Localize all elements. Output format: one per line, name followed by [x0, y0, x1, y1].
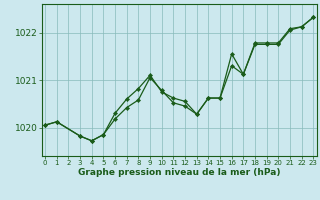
X-axis label: Graphe pression niveau de la mer (hPa): Graphe pression niveau de la mer (hPa) [78, 168, 280, 177]
